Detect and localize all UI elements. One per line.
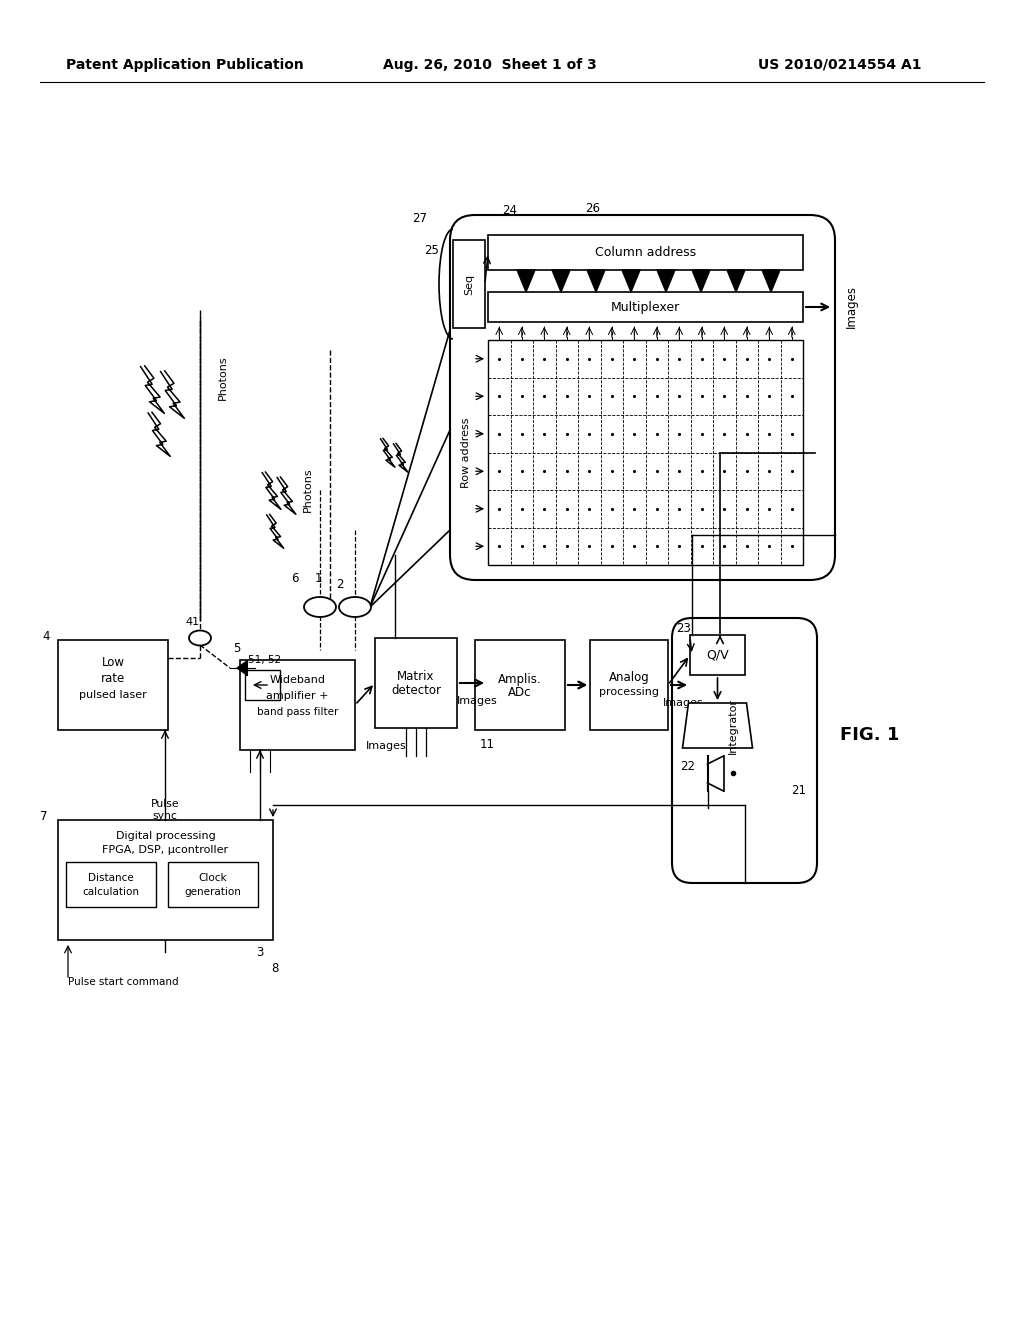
Text: Q/V: Q/V	[707, 648, 729, 661]
Bar	[488, 292, 803, 322]
Text: rate: rate	[101, 672, 125, 685]
Bar	[488, 341, 803, 565]
Text: processing: processing	[599, 686, 659, 697]
Text: 3: 3	[256, 945, 264, 958]
Text: calculation: calculation	[83, 887, 139, 898]
Text: detector: detector	[391, 684, 441, 697]
Ellipse shape	[304, 597, 336, 616]
Polygon shape	[552, 271, 570, 292]
Text: Aug. 26, 2010  Sheet 1 of 3: Aug. 26, 2010 Sheet 1 of 3	[383, 58, 597, 73]
Text: band pass filter: band pass filter	[257, 708, 338, 717]
Text: Row address: Row address	[461, 417, 471, 488]
FancyBboxPatch shape	[672, 618, 817, 883]
Polygon shape	[657, 271, 675, 292]
Text: Digital processing: Digital processing	[116, 832, 215, 841]
Text: US 2010/0214554 A1: US 2010/0214554 A1	[758, 58, 922, 73]
Polygon shape	[517, 271, 535, 292]
Bar	[66, 862, 156, 907]
Text: Seq: Seq	[464, 273, 474, 294]
Text: 51, 52: 51, 52	[248, 655, 282, 665]
Text: 41: 41	[185, 616, 199, 627]
Bar	[690, 635, 745, 675]
Polygon shape	[762, 271, 780, 292]
Text: Images: Images	[366, 741, 407, 751]
Text: 7: 7	[40, 809, 48, 822]
Text: Images: Images	[663, 698, 703, 708]
Text: Analog: Analog	[608, 672, 649, 685]
Text: 26: 26	[586, 202, 600, 214]
Text: Pulse
sync: Pulse sync	[151, 799, 179, 821]
Text: 4: 4	[42, 630, 50, 643]
Text: 22: 22	[680, 759, 695, 772]
Text: Images: Images	[845, 285, 857, 329]
Text: Wideband: Wideband	[269, 675, 326, 685]
FancyBboxPatch shape	[450, 215, 835, 579]
Text: 27: 27	[413, 211, 427, 224]
Text: 24: 24	[503, 203, 517, 216]
Bar	[168, 862, 258, 907]
Polygon shape	[683, 704, 753, 748]
Text: generation: generation	[184, 887, 242, 898]
Text: 6: 6	[291, 572, 299, 585]
Text: 25: 25	[425, 243, 439, 256]
Polygon shape	[727, 271, 745, 292]
Polygon shape	[622, 271, 640, 292]
Text: pulsed laser: pulsed laser	[79, 690, 146, 700]
Ellipse shape	[339, 597, 371, 616]
Bar	[58, 820, 273, 940]
Text: Photons: Photons	[218, 355, 228, 400]
Text: Integrator: Integrator	[727, 697, 737, 754]
Text: Images: Images	[457, 696, 498, 706]
Polygon shape	[587, 271, 605, 292]
Text: FIG. 1: FIG. 1	[841, 726, 900, 744]
Text: Matrix: Matrix	[397, 669, 435, 682]
Text: ADc: ADc	[508, 686, 531, 700]
Bar	[453, 240, 485, 327]
Polygon shape	[692, 271, 710, 292]
Bar	[245, 671, 280, 700]
Text: Column address: Column address	[595, 246, 696, 259]
Bar	[590, 640, 668, 730]
Polygon shape	[237, 661, 247, 675]
Text: Distance: Distance	[88, 873, 134, 883]
Ellipse shape	[189, 631, 211, 645]
Bar	[58, 640, 168, 730]
Text: 1: 1	[314, 572, 322, 585]
Text: Low: Low	[101, 656, 125, 668]
Bar	[488, 235, 803, 271]
Text: FPGA, DSP, μcontroller: FPGA, DSP, μcontroller	[102, 845, 228, 855]
Text: Photons: Photons	[303, 467, 313, 512]
Text: 21: 21	[792, 784, 807, 797]
Text: Pulse start command: Pulse start command	[68, 977, 178, 987]
Text: 5: 5	[233, 642, 241, 655]
Text: Amplis.: Amplis.	[499, 673, 542, 686]
Bar	[240, 660, 355, 750]
Text: 8: 8	[271, 961, 279, 974]
Bar	[375, 638, 457, 729]
Text: Multiplexer: Multiplexer	[611, 301, 680, 314]
Text: 11: 11	[480, 738, 495, 751]
Text: Patent Application Publication: Patent Application Publication	[67, 58, 304, 73]
Text: Clock: Clock	[199, 873, 227, 883]
Text: 2: 2	[336, 578, 344, 590]
Text: 23: 23	[677, 622, 691, 635]
Text: amplifier +: amplifier +	[266, 690, 329, 701]
Bar	[475, 640, 565, 730]
